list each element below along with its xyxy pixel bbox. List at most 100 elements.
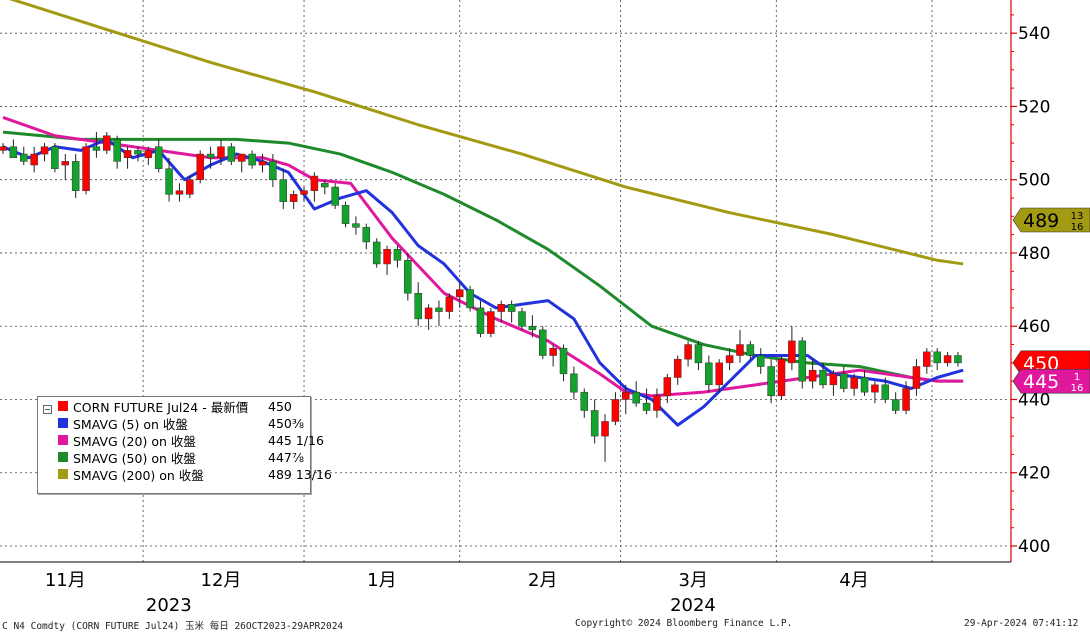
candle-down xyxy=(881,384,890,400)
candle-up xyxy=(424,307,433,320)
candle-up xyxy=(300,190,308,195)
candle-down xyxy=(352,223,360,228)
candle-down xyxy=(580,391,589,411)
legend-swatch xyxy=(58,418,68,428)
candle-down xyxy=(435,307,443,312)
candle-up xyxy=(549,347,557,356)
candle-down xyxy=(113,139,121,162)
candle-down xyxy=(71,161,80,191)
candle-up xyxy=(850,377,858,389)
candle-up xyxy=(601,421,609,437)
chart-legend: − CORN FUTURE Jul24 - 最新價 450 SMAVG (5) … xyxy=(37,396,332,494)
candle-up xyxy=(777,358,786,397)
candle-up xyxy=(663,377,672,397)
candle-up xyxy=(445,296,454,312)
candle-up xyxy=(217,146,225,158)
candle-down xyxy=(9,146,18,158)
candle-down xyxy=(933,351,941,364)
legend-value: 450 xyxy=(268,398,292,414)
legend-item-smavg-200: SMAVG (200) on 收盤 489 13/16 xyxy=(58,466,332,483)
candle-down xyxy=(248,153,256,166)
candle-down xyxy=(954,355,962,364)
candle-down xyxy=(694,344,703,364)
x-axis-month-label: 11月 xyxy=(45,570,86,591)
candle-down xyxy=(279,179,288,202)
legend-item-smavg-5: SMAVG (5) on 收盤 450⅜ xyxy=(58,415,304,432)
candle-up xyxy=(186,179,194,195)
last-value-bg xyxy=(1012,368,1090,394)
candle-down xyxy=(891,399,900,411)
legend-value: 489 13/16 xyxy=(268,466,332,482)
candle-up xyxy=(310,175,319,191)
candle-up xyxy=(196,153,204,180)
last-value-text: 489 xyxy=(1023,210,1059,232)
sma-200-line xyxy=(8,0,964,266)
candle-up xyxy=(923,351,931,367)
legend-label: SMAVG (5) on 收盤 xyxy=(73,416,188,432)
candle-up xyxy=(788,340,796,364)
candle-up xyxy=(736,344,744,356)
candle-down xyxy=(559,347,568,375)
last-value-frac-den: 16 xyxy=(1071,383,1084,394)
legend-swatch xyxy=(58,452,68,462)
candle-up xyxy=(61,161,70,166)
legend-value: 445 1/16 xyxy=(268,432,324,448)
legend-collapse-icon[interactable]: − xyxy=(43,405,52,414)
candle-down xyxy=(362,227,371,243)
candle-up xyxy=(829,373,838,386)
y-axis-tick-label: 460 xyxy=(1018,317,1050,337)
legend-swatch xyxy=(58,401,68,411)
legend-label: SMAVG (20) on 收盤 xyxy=(73,433,196,449)
candle-down xyxy=(20,153,28,162)
last-value-bg xyxy=(1012,207,1090,233)
candle-down xyxy=(331,186,339,206)
legend-swatch xyxy=(58,435,68,445)
candle-down xyxy=(404,260,412,294)
sma-50-line xyxy=(2,130,964,383)
candle-down xyxy=(393,249,402,261)
last-value-frac-num: 1 xyxy=(1074,372,1080,383)
legend-item-corn-future: CORN FUTURE Jul24 - 最新價 450 xyxy=(58,398,292,415)
x-axis-month-label: 3月 xyxy=(679,570,708,591)
candle-up xyxy=(673,358,682,378)
candle-up xyxy=(715,362,723,386)
candle-down xyxy=(165,168,173,195)
candle-up xyxy=(383,249,391,265)
y-axis-tick-label: 420 xyxy=(1018,464,1050,484)
candle-down xyxy=(466,289,474,309)
x-axis-year-label: 2024 xyxy=(670,595,716,616)
footer-copyright: Copyright© 2024 Bloomberg Finance L.P. xyxy=(575,618,793,629)
candle-up xyxy=(622,391,630,400)
candle-up xyxy=(943,355,952,364)
legend-value: 447⅞ xyxy=(268,449,304,465)
candle-up xyxy=(40,146,49,155)
candle-down xyxy=(372,241,381,265)
candle-down xyxy=(227,146,236,162)
candle-up xyxy=(808,369,817,382)
sma-5-line xyxy=(2,137,964,427)
legend-swatch xyxy=(58,469,68,479)
y-axis-tick-label: 520 xyxy=(1018,97,1050,117)
candle-down xyxy=(570,373,578,393)
candle-down xyxy=(269,161,277,180)
candle-up xyxy=(902,388,910,411)
candle-down xyxy=(819,369,827,386)
y-axis-tick-label: 400 xyxy=(1018,537,1050,557)
candle-down xyxy=(539,329,547,356)
candle-up xyxy=(144,150,153,158)
candle-down xyxy=(476,307,485,334)
candle-down xyxy=(756,355,765,367)
legend-label: CORN FUTURE Jul24 - 最新價 xyxy=(73,399,249,415)
candle-down xyxy=(518,311,526,327)
candle-down xyxy=(206,153,215,158)
candle-up xyxy=(82,146,90,191)
last-value-frac-den: 16 xyxy=(1071,222,1084,233)
y-axis-tick-label: 440 xyxy=(1018,390,1050,410)
candle-up xyxy=(684,344,692,360)
last-value-label: 445 116 xyxy=(1012,368,1090,394)
candle-up xyxy=(30,153,38,166)
candle-up xyxy=(487,311,495,334)
candle-up xyxy=(497,303,505,312)
